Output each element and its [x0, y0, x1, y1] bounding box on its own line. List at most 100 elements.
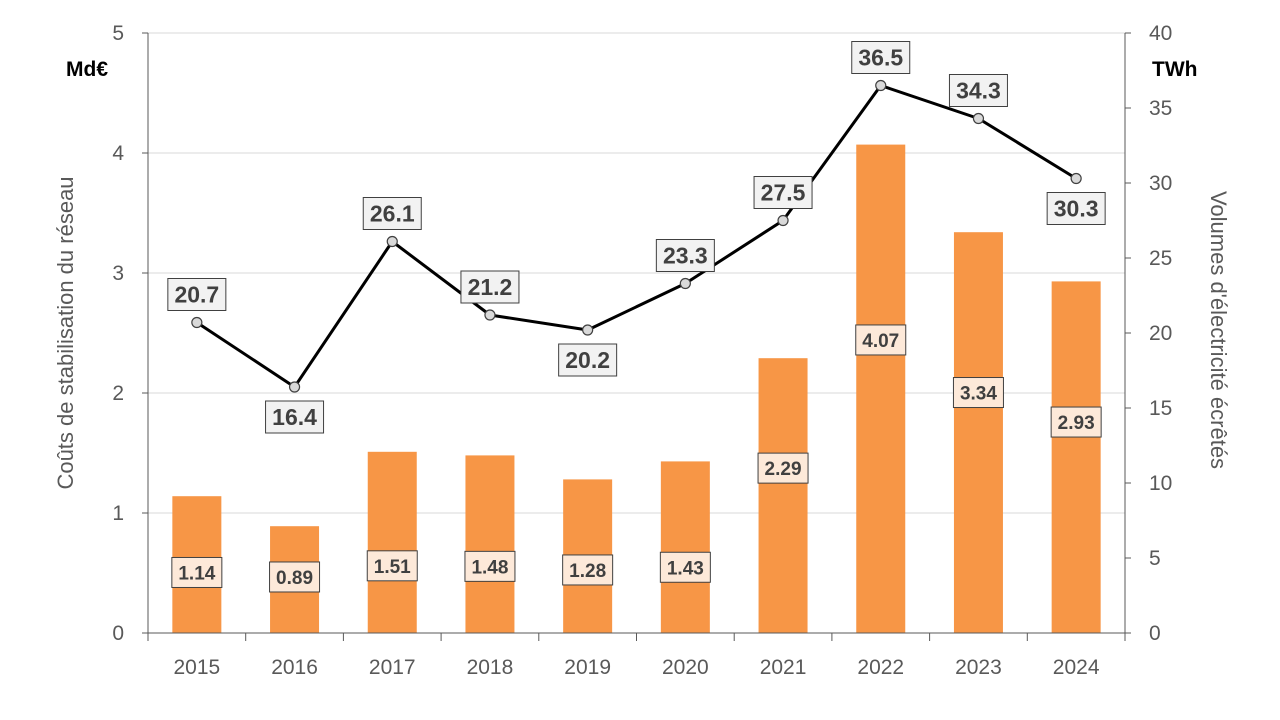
x-tick-label: 2024 — [1053, 656, 1100, 679]
left-tick-label: 2 — [112, 382, 124, 405]
right-axis-title: Volumes d'électricité écrêtés — [1206, 191, 1231, 469]
right-tick-label: 30 — [1149, 172, 1172, 195]
left-tick-label: 4 — [112, 142, 124, 165]
bar-2017 — [367, 451, 417, 633]
line-label-box — [948, 74, 1008, 107]
bar-data-labels: 1.14 0.89 1.51 1.48 1.28 1.43 2.29 4.07 3.34 2.93 — [171, 324, 1102, 593]
bar-series — [172, 144, 1101, 633]
x-tick-label: 2023 — [955, 656, 1002, 679]
bar-2023 — [953, 232, 1003, 633]
line-label-box — [265, 400, 325, 434]
bar-label-box — [855, 324, 907, 356]
right-tick-label: 0 — [1149, 622, 1161, 645]
left-tick-label: 0 — [112, 622, 124, 645]
line-label-text: 30.3 — [1054, 196, 1099, 222]
x-tick-label: 2022 — [857, 656, 904, 679]
x-tick-label: 2016 — [271, 656, 318, 679]
right-axis-ticks: 0 5 10 15 20 25 30 35 40 — [1149, 22, 1172, 645]
bar-label-2019: 1.28 — [562, 554, 614, 586]
line-label-2016: 16.4 — [265, 400, 325, 434]
line-label-box — [362, 197, 422, 230]
line-point-2023 — [972, 112, 985, 125]
bar-label-text: 1.28 — [569, 561, 606, 582]
bar-label-text: 3.34 — [960, 384, 997, 405]
line-label-text: 23.3 — [663, 243, 708, 269]
bar-label-2016: 0.89 — [269, 561, 321, 593]
line-point-2024 — [1070, 172, 1082, 185]
line-label-box — [167, 278, 227, 311]
right-tick-label: 15 — [1149, 397, 1172, 420]
line-label-2022: 36.5 — [851, 41, 911, 74]
bar-2022 — [856, 144, 906, 633]
line-label-2020: 23.3 — [655, 239, 715, 272]
bar-label-text: 1.14 — [178, 563, 215, 584]
bar-label-text: 1.48 — [471, 557, 508, 578]
x-tick-label: 2021 — [760, 656, 807, 679]
line-label-box — [753, 176, 813, 209]
bar-label-2017: 1.51 — [366, 550, 418, 582]
bar-label-2024: 2.93 — [1050, 406, 1102, 438]
bar-label-text: 0.89 — [276, 568, 313, 589]
bar-label-text: 2.29 — [765, 459, 802, 480]
bar-label-text: 1.51 — [374, 557, 411, 578]
bar-label-2018: 1.48 — [464, 550, 516, 582]
line-label-2015: 20.7 — [167, 278, 227, 311]
bar-label-box — [1050, 406, 1102, 438]
line-series — [191, 79, 1082, 393]
line-label-text: 16.4 — [272, 404, 317, 430]
right-tick-label: 25 — [1149, 247, 1172, 270]
right-axis-unit: TWh — [1152, 58, 1197, 81]
x-tick-label: 2020 — [662, 656, 709, 679]
bar-label-box — [562, 554, 614, 586]
line-point-2015 — [191, 316, 203, 329]
left-tick-label: 1 — [112, 502, 124, 525]
right-tick-label: 40 — [1149, 22, 1172, 45]
x-axis-ticks: 2015 2016 2017 2018 2019 2020 2021 2022 2023 2024 — [173, 656, 1099, 679]
bar-2020 — [660, 461, 710, 633]
line-data-labels: 20.7 16.4 26.1 21.2 20.2 23.3 27.5 36.5 34.3 30.3 — [167, 41, 1106, 434]
line-label-2024: 30.3 — [1046, 192, 1106, 225]
bar-label-text: 2.93 — [1058, 413, 1095, 434]
left-axis-title: Coûts de stabilisation du réseau — [53, 176, 78, 489]
line-label-2023: 34.3 — [948, 74, 1008, 107]
line-path — [196, 84, 1077, 389]
line-label-2019: 20.2 — [558, 343, 618, 377]
bar-2024 — [1051, 281, 1101, 633]
line-point-2016 — [288, 381, 301, 393]
bar-label-box — [269, 561, 321, 593]
line-label-text: 34.3 — [956, 78, 1001, 104]
line-label-text: 21.2 — [468, 274, 513, 300]
bar-label-text: 4.07 — [862, 331, 899, 352]
bar-label-2022: 4.07 — [855, 324, 907, 356]
bar-label-box — [366, 550, 418, 582]
line-point-2018 — [484, 309, 496, 321]
x-tick-label: 2015 — [173, 656, 220, 679]
line-point-2022 — [875, 79, 887, 92]
line-point-2019 — [582, 324, 594, 336]
x-tick-label: 2017 — [369, 656, 416, 679]
x-tick-label: 2018 — [467, 656, 514, 679]
line-label-2018: 21.2 — [460, 270, 520, 304]
right-tick-label: 35 — [1149, 97, 1172, 120]
right-tick-label: 5 — [1149, 547, 1161, 570]
bar-label-2015: 1.14 — [171, 556, 223, 588]
right-tick-label: 10 — [1149, 472, 1172, 495]
bar-label-box — [952, 377, 1004, 409]
line-point-2021 — [777, 214, 789, 227]
right-tick-label: 20 — [1149, 322, 1172, 345]
left-tick-label: 3 — [112, 262, 124, 285]
line-label-text: 27.5 — [761, 180, 806, 206]
line-label-box — [1046, 192, 1106, 225]
line-label-box — [851, 41, 911, 74]
line-label-text: 20.7 — [174, 282, 219, 308]
bar-label-text: 1.43 — [667, 558, 704, 579]
bar-label-box — [659, 551, 711, 583]
line-label-box — [460, 270, 520, 304]
line-label-text: 20.2 — [565, 347, 610, 373]
left-tick-label: 5 — [112, 22, 124, 45]
x-tick-label: 2019 — [564, 656, 611, 679]
bar-2018 — [465, 455, 515, 633]
left-axis-ticks: 0 1 2 3 4 5 — [112, 22, 124, 645]
line-point-2017 — [386, 235, 398, 248]
